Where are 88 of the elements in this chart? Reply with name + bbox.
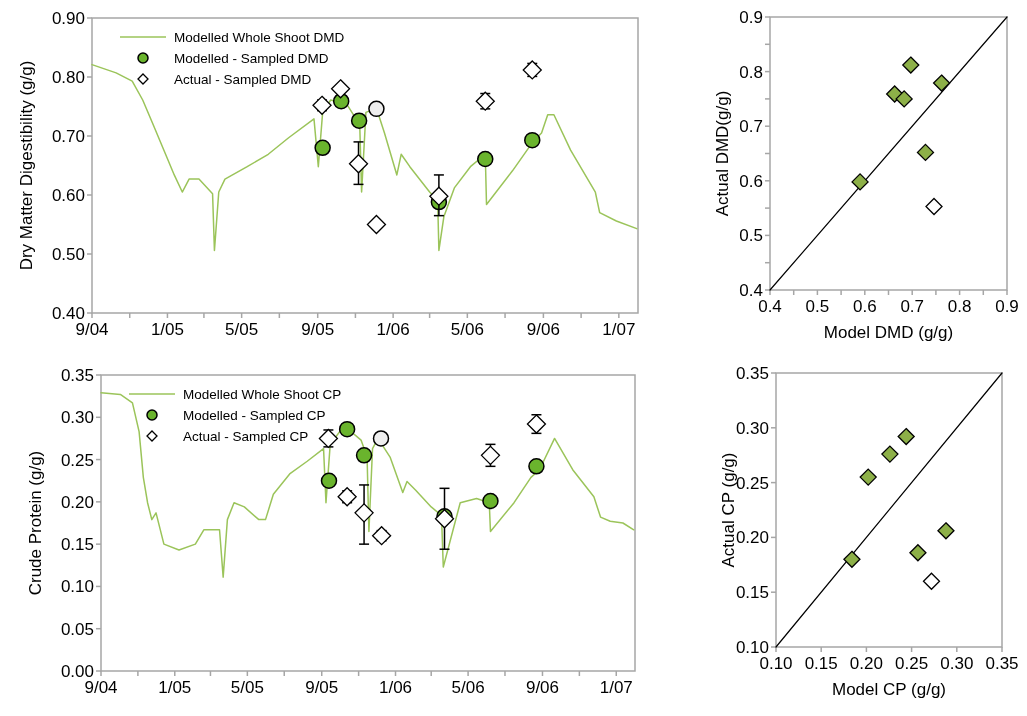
point <box>314 139 331 157</box>
point <box>524 131 541 149</box>
x-tick-label: 9/06 <box>525 677 560 697</box>
point <box>897 427 915 446</box>
x-tick-label: 0.5 <box>805 296 830 316</box>
point <box>355 447 373 464</box>
x-axis-title: Model DMD (g/g) <box>823 322 954 342</box>
x-tick-label: 1/07 <box>602 319 636 339</box>
x-tick-label: 1/06 <box>378 677 413 697</box>
x-tick-label: 0.9 <box>995 296 1019 316</box>
y-tick-label: 0.25 <box>60 450 94 470</box>
legend-label: Actual - Sampled DMD <box>174 71 312 87</box>
point <box>851 173 869 191</box>
point <box>480 445 501 465</box>
x-tick-label: 0.25 <box>895 653 929 673</box>
x-tick-label: 5/05 <box>225 319 259 339</box>
point <box>895 90 913 108</box>
legend-label: Modelled Whole Shoot CP <box>183 386 342 402</box>
point <box>859 468 877 486</box>
y-tick-label: 0.80 <box>51 67 85 87</box>
point <box>881 445 899 463</box>
y-tick-label: 0.90 <box>51 8 85 28</box>
x-tick-label: 0.20 <box>849 653 883 673</box>
point <box>350 112 368 129</box>
y-tick-label: 0.9 <box>739 7 763 27</box>
legend-label: Modelled - Sampled DMD <box>174 50 329 66</box>
point <box>338 420 356 438</box>
y-tick-label: 0.6 <box>739 171 763 191</box>
legend-label: Modelled - Sampled CP <box>183 407 326 423</box>
point <box>354 503 374 523</box>
point <box>932 74 951 92</box>
point <box>482 492 499 510</box>
y-tick-label: 0.35 <box>735 363 769 383</box>
y-tick-label: 0.50 <box>51 244 85 264</box>
x-tick-label: 5/06 <box>451 677 485 697</box>
y-tick-label: 0.5 <box>739 226 763 246</box>
x-tick-label: 9/05 <box>305 677 339 697</box>
y-tick-label: 0.70 <box>51 126 85 146</box>
y-tick-label: 0.35 <box>60 365 94 385</box>
x-tick-label: 0.8 <box>947 296 972 316</box>
x-tick-label: 5/06 <box>450 319 484 339</box>
y-tick-label: 0.7 <box>739 117 763 137</box>
legend-label: Actual - Sampled CP <box>183 428 309 444</box>
point <box>372 430 390 447</box>
point <box>937 522 955 540</box>
y-tick-label: 0.60 <box>51 185 85 205</box>
point <box>330 79 351 99</box>
x-tick-label: 9/06 <box>526 319 560 339</box>
y-axis-title: Crude Protein (g/g) <box>25 450 45 596</box>
y-axis-title: Actual DMD(g/g) <box>712 90 732 217</box>
point <box>320 472 338 489</box>
point <box>925 197 943 216</box>
x-tick-label: 0.6 <box>852 296 877 316</box>
x-tick-label: 1/06 <box>376 319 410 339</box>
point <box>843 550 861 568</box>
x-tick-label: 5/05 <box>230 677 264 697</box>
point <box>909 544 927 562</box>
x-tick-label: 0.30 <box>940 653 974 673</box>
x-tick-label: 1/07 <box>599 677 633 697</box>
point <box>429 186 449 206</box>
point <box>916 143 935 162</box>
x-tick-label: 1/05 <box>150 319 184 339</box>
x-tick-label: 0.7 <box>900 296 925 316</box>
x-tick-label: 0.15 <box>804 653 838 673</box>
y-tick-label: 0.30 <box>60 408 94 428</box>
line-series <box>100 392 635 578</box>
y-tick-label: 0.30 <box>735 418 769 438</box>
point <box>434 509 455 529</box>
x-axis-title: Model CP (g/g) <box>831 679 947 699</box>
x-tick-label: 9/05 <box>301 319 335 339</box>
y-tick-label: 0.8 <box>739 62 763 82</box>
x-tick-label: 0.35 <box>985 653 1019 673</box>
y-tick-label: 0.20 <box>735 528 769 548</box>
y-axis-title: Dry Matter Digestibility (g/g) <box>16 60 36 271</box>
point <box>368 100 385 118</box>
point <box>528 458 545 475</box>
point <box>902 56 920 74</box>
point <box>922 572 941 590</box>
point <box>348 154 369 174</box>
legend-label: Modelled Whole Shoot DMD <box>174 29 345 45</box>
point <box>477 150 494 168</box>
y-tick-label: 0.15 <box>735 583 769 603</box>
y-tick-label: 0.10 <box>60 577 94 597</box>
x-tick-label: 1/05 <box>158 677 192 697</box>
y-tick-label: 0.20 <box>60 492 94 512</box>
y-tick-label: 0.15 <box>60 535 94 555</box>
point <box>886 85 904 103</box>
y-tick-label: 0.05 <box>60 619 94 639</box>
